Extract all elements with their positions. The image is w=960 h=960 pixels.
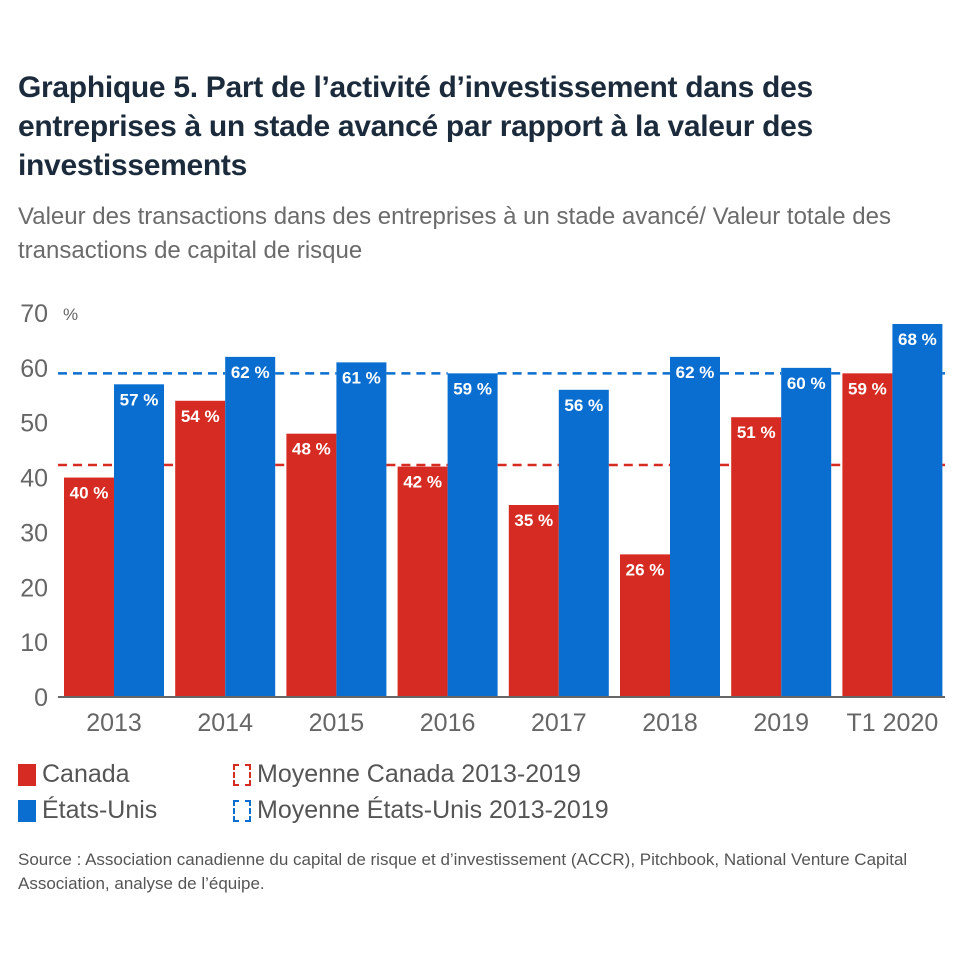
legend-swatch-us-average: [233, 799, 251, 822]
x-tick-label: 2016: [420, 709, 476, 737]
data-label-canada: 40 %: [70, 484, 109, 503]
y-unit-label: %: [63, 305, 78, 324]
y-tick-label: 60: [20, 355, 48, 383]
legend-swatch-canada: [18, 763, 36, 786]
x-tick-label: 2018: [642, 709, 698, 737]
data-label-canada: 48 %: [292, 440, 331, 459]
legend-item-us-average: Moyenne États-Unis 2013-2019: [233, 796, 609, 825]
bar-canada: [64, 477, 114, 697]
bar-canada: [175, 400, 226, 697]
data-label-us: 61 %: [342, 368, 381, 387]
bar-us: [558, 389, 609, 697]
data-label-us: 57 %: [120, 390, 159, 409]
legend-item-us: États-Unis: [18, 796, 157, 825]
x-tick-label: 2019: [753, 709, 809, 737]
legend-label-us-average: Moyenne États-Unis 2013-2019: [257, 796, 609, 824]
bar-canada: [286, 433, 337, 697]
x-tick-label: 2014: [197, 709, 253, 737]
data-label-us: 59 %: [453, 379, 492, 398]
y-tick-label: 30: [20, 519, 48, 547]
bar-chart: 0 10 20 30 40 50 60 70 % 40 % 57 % 2013 54 % 62 % 2014…: [20, 300, 945, 737]
bar-canada: [397, 466, 448, 697]
data-label-canada: 51 %: [737, 423, 776, 442]
bar-canada: [620, 554, 670, 697]
bar-us: [892, 323, 943, 697]
legend-label-canada-average: Moyenne Canada 2013-2019: [257, 760, 581, 788]
bar-us: [781, 367, 832, 697]
data-label-canada: 54 %: [181, 407, 220, 426]
data-label-canada: 35 %: [514, 511, 553, 530]
data-label-us: 60 %: [787, 374, 826, 393]
y-tick-label: 70: [20, 300, 48, 328]
x-tick-label: 2013: [86, 709, 142, 737]
chart-subtitle: Valeur des transactions dans des entrepr…: [18, 203, 891, 264]
legend-swatch-canada-average: [233, 763, 251, 786]
x-tick-label: T1 2020: [847, 709, 939, 737]
bar-us: [225, 356, 276, 697]
legend-label-canada: Canada: [42, 760, 130, 788]
bar-us: [670, 356, 720, 697]
data-label-us: 62 %: [676, 363, 715, 382]
bar-us: [336, 362, 387, 697]
data-label-canada: 59 %: [848, 379, 887, 398]
bar-us: [114, 384, 164, 697]
data-label-us: 68 %: [898, 330, 937, 349]
x-tick-label: 2015: [309, 709, 365, 737]
bar-canada: [731, 417, 782, 697]
y-tick-label: 10: [20, 629, 48, 657]
data-label-canada: 26 %: [626, 560, 665, 579]
data-label-us: 62 %: [231, 363, 270, 382]
x-tick-label: 2017: [531, 709, 587, 737]
bar-canada: [508, 505, 559, 697]
source-note: Source : Association canadienne du capit…: [18, 850, 908, 893]
y-tick-label: 40: [20, 465, 48, 493]
legend-swatch-us: [18, 799, 36, 822]
bar-us: [447, 373, 498, 697]
bar-canada: [842, 373, 893, 697]
data-label-us: 56 %: [564, 396, 603, 415]
y-tick-label: 20: [20, 574, 48, 602]
y-tick-label: 0: [34, 684, 48, 712]
y-tick-label: 50: [20, 410, 48, 438]
data-label-canada: 42 %: [403, 473, 442, 492]
legend-item-canada: Canada: [18, 760, 130, 789]
legend-item-canada-average: Moyenne Canada 2013-2019: [233, 760, 581, 789]
legend-label-us: États-Unis: [42, 796, 158, 824]
chart-title: Graphique 5. Part de l’activité d’invest…: [18, 71, 813, 182]
